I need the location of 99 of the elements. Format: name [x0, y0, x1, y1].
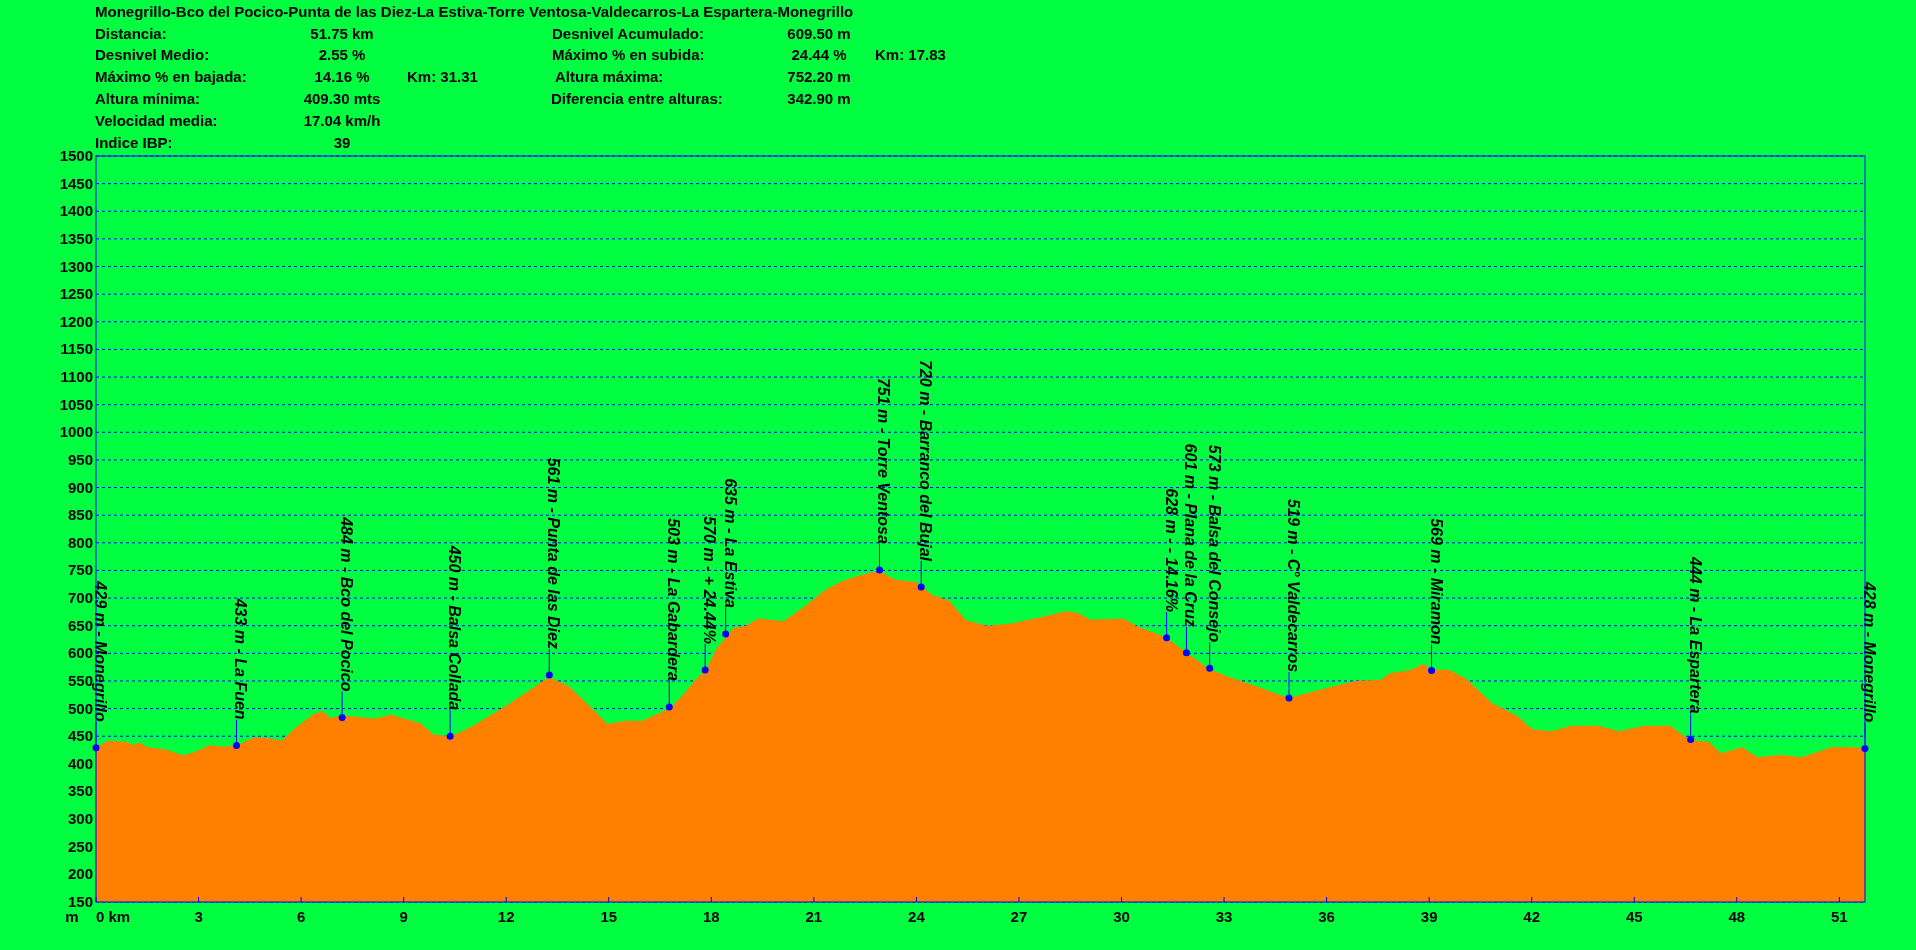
text: 409.30 mts [303, 90, 381, 107]
annotation: 429 m - Monegrillo [92, 580, 109, 723]
x-tick-label: 45 [1625, 908, 1643, 925]
text: Indice IBP: [95, 134, 173, 151]
text: Km: 31.31 [407, 68, 478, 85]
point [665, 703, 673, 711]
annotation: 720 m - Barranco del Bujal [917, 360, 935, 562]
text: Km: 17.83 [875, 46, 946, 63]
x-tick-label: 0 km [96, 908, 131, 925]
y-tick-label: 1100 [60, 368, 93, 386]
y-tick-label: 500 [67, 699, 93, 717]
y-tick-label: 400 [67, 754, 93, 772]
x-tick-label: 36 [1318, 908, 1335, 925]
y-tick-label: 1150 [60, 340, 93, 358]
y-tick-label: 1300 [59, 257, 93, 275]
y-tick-label: 600 [67, 644, 93, 662]
y-tick-label: 850 [67, 506, 93, 524]
point [1182, 649, 1190, 657]
point [1206, 664, 1214, 672]
annotation: 428 m - Monegrillo [1861, 580, 1878, 723]
y-tick-label: 1250 [59, 285, 93, 303]
y-tick-label: 450 [67, 727, 93, 745]
y-tick-label: 1500 [59, 147, 93, 164]
x-tick-label: 15 [600, 908, 618, 925]
x-tick-label: 12 [497, 908, 515, 925]
y-tick-label: 1200 [59, 312, 93, 330]
text: Altura máxima: [555, 68, 664, 85]
annotation: 503 m - La Gabardera [665, 518, 683, 682]
y-tick-label: 1000 [59, 423, 93, 441]
text: 17.04 km/h [303, 112, 381, 129]
annotation: 484 m - Bco del Pocico [338, 516, 356, 692]
annotation: 628 m - - 14.16% [1162, 488, 1180, 612]
y-tick-label: 900 [67, 478, 93, 496]
y-tick-label: 300 [67, 810, 93, 828]
text: Máximo % en subida: [552, 46, 705, 63]
annotation: 561 m - Punta de las Diez [545, 457, 563, 649]
y-tick-label: 1400 [59, 202, 93, 220]
y-tick-label: 1050 [59, 395, 93, 413]
y-tick-label: 750 [67, 561, 93, 579]
x-tick-label: 42 [1523, 908, 1541, 925]
text: Distancia: [95, 25, 167, 42]
annotation: 450 m - Balsa Collada [446, 544, 464, 711]
annotation: 601 m - Plana de la Cruz [1182, 443, 1200, 627]
chart-title: Monegrillo-Bco del Pocico-Punta de las Diez-La Estiva-Torre Ventosa-Valdecarros-La Espartera-Monegrillo [95, 3, 854, 20]
text: Máximo % en bajada: [95, 68, 247, 85]
y-tick-label: 1450 [59, 174, 93, 192]
annotation: 433 m - La Fuen [232, 597, 250, 720]
x-tick-label: 33 [1215, 908, 1233, 925]
annotation: 519 m - C° Valdecarros [1285, 499, 1303, 673]
text: 51.75 km [310, 25, 374, 42]
y-axis-title: m [65, 908, 79, 925]
y-tick-label: 550 [67, 671, 93, 689]
y-tick-label: 150 [67, 893, 93, 910]
y-tick-label: 350 [67, 782, 93, 800]
y-tick-label: 950 [67, 450, 93, 468]
point [232, 742, 240, 750]
annotation: 444 m - La Espartera [1686, 556, 1704, 714]
x-tick-label: 51 [1831, 908, 1848, 925]
y-tick-label: 200 [67, 865, 93, 883]
text: 609.50 m [787, 25, 851, 42]
point [917, 583, 925, 591]
point [722, 630, 730, 638]
x-tick-label: 21 [805, 908, 823, 925]
x-tick-label: 27 [1010, 908, 1028, 925]
x-tick-label: 3 [194, 908, 203, 925]
y-tick-label: 700 [67, 589, 93, 607]
point [1687, 736, 1695, 744]
x-tick-label: 6 [296, 908, 306, 925]
text: 39 [333, 134, 351, 151]
x-tick-label: 9 [399, 908, 408, 925]
text: 342.90 m [787, 90, 851, 107]
text: 24.44 % [791, 46, 847, 63]
text: Diferencia entre alturas: [551, 90, 723, 107]
point [875, 566, 883, 574]
y-tick-label: 800 [67, 533, 93, 551]
x-tick-label: 24 [908, 908, 926, 925]
y-tick-label: 650 [67, 616, 93, 634]
annotation: 635 m - La Estiva [721, 478, 739, 609]
text: Desnivel Medio: [95, 46, 210, 63]
x-tick-label: 39 [1420, 908, 1438, 925]
point [1428, 666, 1436, 674]
annotation: 570 m - + 24.44% [701, 516, 719, 644]
text: Altura mínima: [95, 90, 201, 107]
text: 2.55 % [318, 46, 366, 63]
y-tick-label: 1350 [59, 229, 93, 247]
annotation: 751 m - Torre Ventosa [875, 377, 893, 544]
annotation: 569 m - Miramon [1427, 518, 1445, 645]
x-tick-label: 30 [1113, 908, 1130, 925]
text: 752.20 m [787, 68, 851, 85]
x-tick-label: 48 [1728, 908, 1746, 925]
point [701, 666, 709, 674]
y-tick-label: 250 [67, 837, 93, 855]
annotation: 573 m - Balsa del Consejo [1205, 444, 1223, 643]
text: 14.16 % [314, 68, 370, 85]
point [1163, 634, 1171, 642]
x-tick-label: 18 [702, 908, 720, 925]
text: Velocidad media: [95, 112, 218, 129]
text: Desnivel Acumulado: [552, 25, 704, 42]
point [545, 671, 553, 679]
